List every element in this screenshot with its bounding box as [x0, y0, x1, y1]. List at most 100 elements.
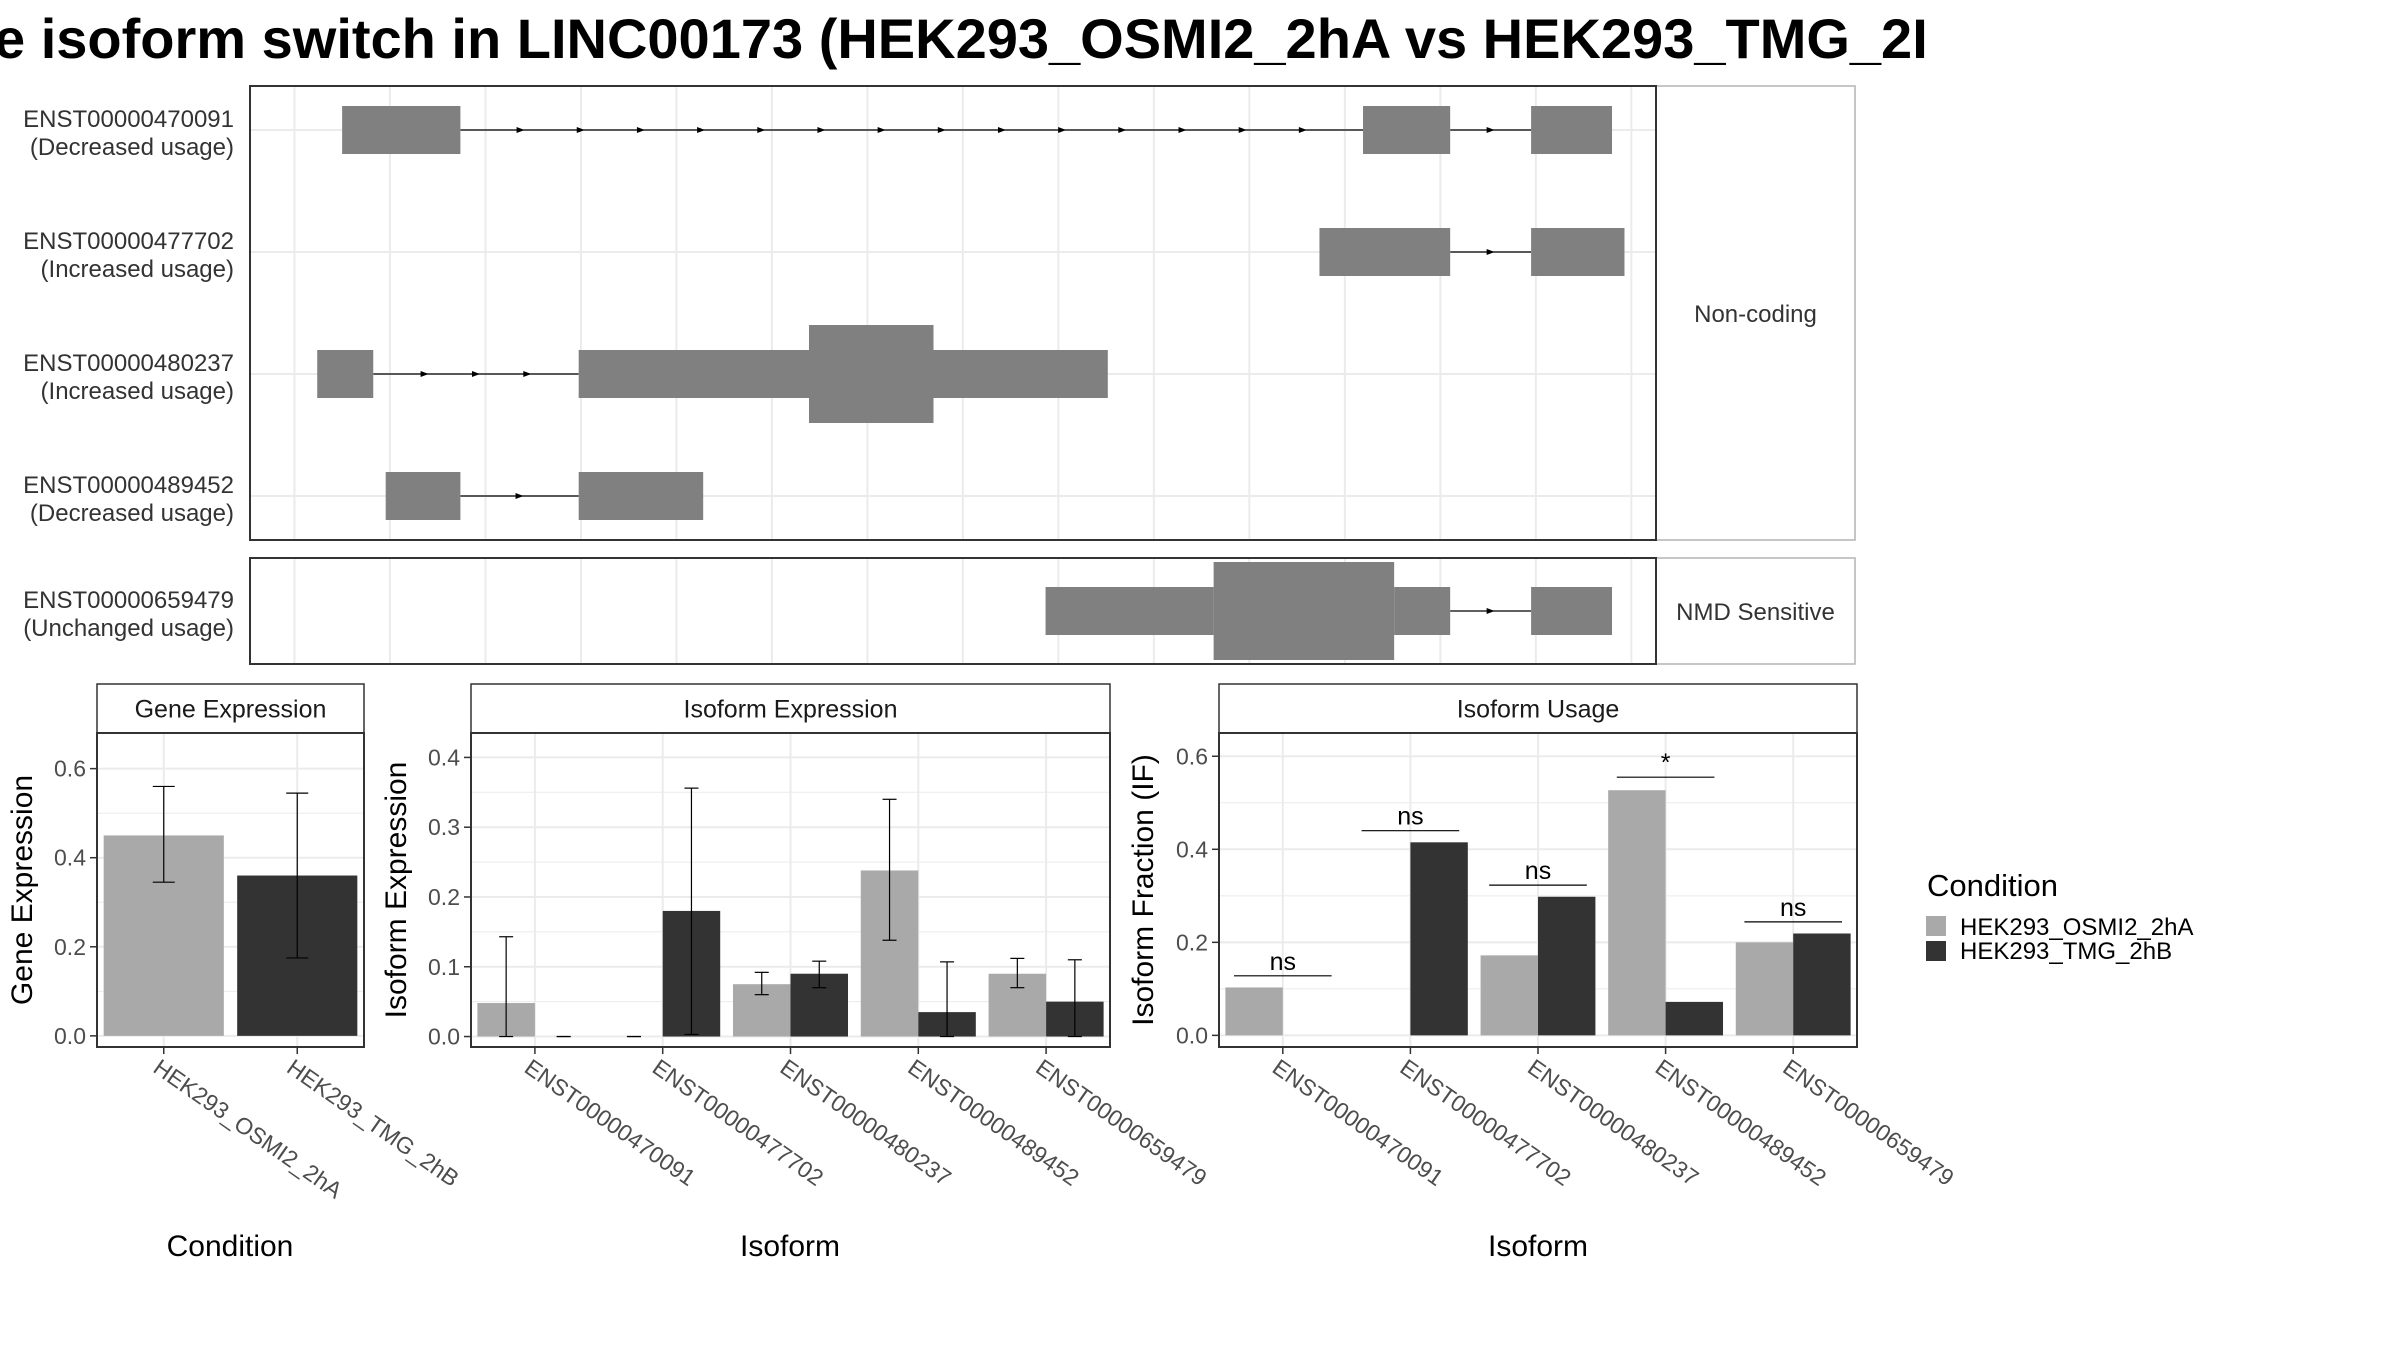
intron-arrow [1058, 127, 1067, 133]
y-axis-title: Isoform Fraction (IF) [1127, 754, 1160, 1026]
intron-arrow [515, 493, 524, 499]
bar [1665, 1001, 1724, 1036]
intron-arrow [420, 371, 429, 377]
y-tick-label: 0.4 [428, 744, 460, 770]
structure-strip-label: NMD Sensitive [1676, 599, 1835, 626]
bar [1225, 987, 1283, 1036]
intron-arrow [1298, 127, 1307, 133]
legend-label-osmi: HEK293_OSMI2_2hA [1960, 914, 2193, 941]
chart-strip [470, 683, 1111, 734]
bar [1735, 942, 1794, 1036]
chart-panel-border [96, 732, 365, 1048]
exon-block [1531, 228, 1625, 276]
intron-arrow [937, 127, 946, 133]
x-axis-title: Isoform [740, 1230, 840, 1263]
isoform-id-label: ENST00000477702 [23, 228, 234, 255]
structure-panel-border [249, 557, 1657, 665]
isoform-usage-label: (Increased usage) [41, 256, 234, 283]
exon-block [1319, 228, 1451, 276]
intron-arrow [523, 371, 532, 377]
chart-strip [96, 683, 365, 734]
exon-block [809, 325, 934, 423]
intron-arrow [1238, 127, 1247, 133]
intron-arrow [697, 127, 706, 133]
exon-block [342, 106, 461, 154]
y-axis-title: Isoform Expression [380, 762, 413, 1019]
chart-title: Isoform Usage [1457, 696, 1620, 724]
intron-arrow [1486, 249, 1495, 255]
significance-label: * [1661, 749, 1671, 777]
y-tick-label: 0.6 [1176, 743, 1208, 769]
y-tick-label: 0.3 [428, 814, 460, 840]
chart-title: Gene Expression [135, 696, 327, 724]
intron-arrow [1118, 127, 1127, 133]
y-tick-label: 0.0 [428, 1024, 460, 1050]
exon-block [1045, 587, 1214, 635]
chart-title: Isoform Expression [684, 696, 898, 724]
structure-panel-border [249, 85, 1657, 541]
exon-block [578, 350, 809, 398]
exon-block [1531, 587, 1613, 635]
isoform-id-label: ENST00000489452 [23, 472, 234, 499]
legend-label-tmg: HEK293_TMG_2hB [1960, 938, 2172, 965]
intron-arrow [576, 127, 585, 133]
y-tick-label: 0.6 [54, 756, 86, 782]
y-tick-label: 0.4 [54, 845, 86, 871]
intron-arrow [817, 127, 826, 133]
significance-label: ns [1397, 803, 1423, 831]
intron-arrow [1178, 127, 1187, 133]
bar-charts: Gene Expression0.00.20.40.6HEK293_OSMI2_… [6, 683, 1959, 1263]
x-axis-title: Isoform [1488, 1230, 1588, 1263]
bar [1480, 955, 1538, 1036]
intron-arrow [636, 127, 645, 133]
isoform-usage-label: (Unchanged usage) [23, 615, 234, 642]
chart-strip [1218, 683, 1858, 734]
figure-title: e isoform switch in LINC00173 (HEK293_OS… [0, 7, 1928, 70]
legend-title: Condition [1927, 868, 2058, 903]
isoform-id-label: ENST00000470091 [23, 106, 234, 133]
significance-label: ns [1780, 894, 1806, 922]
intron-arrow [1486, 608, 1495, 614]
exon-block [578, 472, 704, 520]
isoform-usage-label: (Decreased usage) [30, 500, 234, 527]
y-tick-label: 0.0 [1176, 1022, 1208, 1048]
exon-block [317, 350, 374, 398]
significance-label: ns [1270, 948, 1296, 976]
structure-strip-label: Non-coding [1694, 301, 1817, 328]
intron-arrow [877, 127, 886, 133]
y-tick-label: 0.2 [54, 934, 86, 960]
intron-arrow [471, 371, 480, 377]
y-tick-label: 0.0 [54, 1023, 86, 1049]
isoform-id-label: ENST00000659479 [23, 587, 234, 614]
y-tick-label: 0.2 [1176, 929, 1208, 955]
structure-strip [1655, 557, 1856, 665]
structure-panel-bg [250, 86, 1656, 540]
y-tick-label: 0.1 [428, 954, 460, 980]
structure-strip [1655, 85, 1856, 541]
y-axis-title: Gene Expression [6, 775, 39, 1005]
intron-arrow [516, 127, 525, 133]
exon-block [933, 350, 1108, 398]
intron-arrow [1486, 127, 1495, 133]
exon-block [385, 472, 461, 520]
significance-label: ns [1525, 857, 1551, 885]
exon-block [1213, 562, 1395, 660]
exon-block [1531, 106, 1613, 154]
y-tick-label: 0.4 [1176, 836, 1208, 862]
bar [1793, 933, 1851, 1036]
y-tick-label: 0.2 [428, 884, 460, 910]
x-axis-title: Condition [167, 1230, 294, 1263]
bar [1608, 790, 1666, 1036]
legend: Condition HEK293_OSMI2_2hA HEK293_TMG_2h… [1926, 868, 2193, 965]
legend-swatch-osmi [1926, 916, 1946, 936]
intron-arrow [757, 127, 766, 133]
legend-swatch-tmg [1926, 941, 1946, 961]
isoform-usage-label: (Decreased usage) [30, 134, 234, 161]
exon-block [1363, 106, 1451, 154]
intron-arrow [997, 127, 1006, 133]
isoform-usage-label: (Increased usage) [41, 378, 234, 405]
exon-block [1394, 587, 1451, 635]
isoform-id-label: ENST00000480237 [23, 350, 234, 377]
